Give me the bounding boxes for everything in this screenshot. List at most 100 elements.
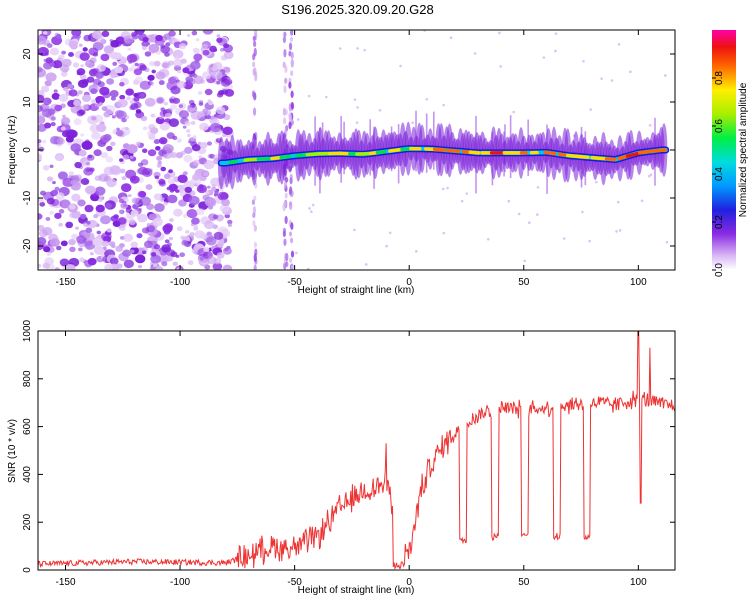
noise-speck — [118, 198, 125, 204]
noise-speck — [165, 42, 171, 47]
snr-y-tick-label: 800 — [22, 370, 33, 387]
noise-speck — [150, 254, 161, 264]
noise-speck — [163, 101, 169, 106]
noise-speck — [104, 202, 112, 209]
noise-speck — [131, 197, 140, 204]
noise-speck — [306, 267, 310, 270]
noise-speck — [216, 34, 221, 38]
noise-speck — [85, 227, 93, 233]
noise-speck — [96, 123, 107, 133]
noise-speck — [46, 252, 52, 256]
noise-speck — [98, 173, 109, 182]
noise-speck — [123, 203, 127, 207]
noise-speck — [43, 61, 53, 70]
noise-speck — [44, 122, 52, 129]
noise-speck — [648, 174, 651, 178]
signal-track — [217, 110, 670, 194]
noise-speck — [130, 103, 139, 110]
noise-speck — [296, 118, 300, 121]
noise-speck — [67, 83, 74, 89]
noise-speck — [512, 110, 515, 114]
noise-speck — [284, 77, 288, 84]
track-peak — [375, 149, 387, 155]
noise-speck — [290, 58, 294, 68]
noise-speck — [222, 133, 227, 138]
noise-speck — [112, 61, 118, 66]
noise-speck — [160, 45, 171, 54]
noise-speck — [38, 197, 45, 203]
noise-speck — [310, 210, 313, 213]
noise-speck — [76, 71, 82, 76]
snr-x-tick-label: -150 — [55, 577, 75, 588]
noise-speck — [283, 85, 287, 94]
noise-speck — [207, 141, 213, 146]
noise-speck — [178, 43, 187, 50]
colorbar-tick-label: 0.4 — [714, 167, 725, 181]
snr-x-tick-label: 100 — [630, 577, 647, 588]
noise-speck — [617, 43, 621, 46]
noise-speck — [139, 196, 151, 206]
noise-speck — [168, 118, 180, 127]
noise-speck — [122, 43, 127, 47]
noise-speck — [126, 53, 138, 63]
noise-speck — [49, 47, 60, 56]
noise-speck — [94, 103, 99, 107]
track-peak — [590, 155, 607, 161]
noise-speck — [110, 39, 120, 48]
noise-speck — [219, 192, 229, 200]
spectrogram-x-tick-label: 50 — [518, 277, 530, 288]
noise-speck — [442, 103, 445, 107]
noise-speck — [169, 98, 174, 103]
noise-speck — [158, 115, 164, 120]
noise-speck — [211, 186, 217, 192]
noise-speckle — [38, 30, 669, 270]
track-peak — [543, 150, 557, 156]
noise-speck — [356, 106, 359, 109]
spectrogram-y-label: Frequency (Hz) — [7, 116, 18, 185]
noise-speck — [151, 69, 156, 74]
noise-speck — [50, 116, 56, 121]
noise-speck — [663, 74, 667, 77]
noise-speck — [200, 142, 208, 149]
noise-speck — [554, 32, 558, 35]
noise-speck — [100, 134, 110, 144]
noise-speck — [126, 96, 131, 101]
snr-x-tick-label: -100 — [170, 577, 190, 588]
snr-y-tick-label: 600 — [22, 418, 33, 435]
colorbar-tick-label: 0.0 — [714, 263, 725, 277]
noise-speck — [101, 106, 108, 112]
noise-speck — [295, 251, 298, 255]
noise-speck — [156, 97, 164, 104]
noise-speck — [46, 197, 55, 205]
noise-speck — [148, 213, 157, 220]
spectrogram-x-tick-label: -100 — [170, 277, 190, 288]
noise-speck — [192, 135, 197, 139]
noise-speck — [199, 122, 209, 131]
noise-speck — [141, 227, 150, 234]
noise-speck — [157, 160, 162, 165]
noise-speck — [198, 102, 204, 106]
noise-speck — [38, 155, 43, 161]
noise-speck — [253, 195, 257, 201]
spectrogram-y-tick-label: -10 — [22, 190, 33, 205]
noise-speck — [45, 216, 51, 221]
noise-speck — [150, 113, 156, 118]
noise-speck — [288, 231, 293, 237]
noise-speck — [212, 48, 218, 52]
snr-y-tick-label: 1000 — [22, 319, 33, 342]
noise-speck — [356, 47, 359, 50]
spectrogram-x-tick-label: 100 — [630, 277, 647, 288]
noise-speck — [219, 188, 224, 192]
noise-speck — [55, 192, 65, 200]
noise-speck — [139, 93, 145, 98]
noise-speck — [288, 257, 293, 263]
noise-speck — [282, 230, 286, 237]
noise-speck — [49, 164, 54, 168]
noise-speck — [146, 42, 151, 46]
noise-speck — [499, 65, 502, 68]
noise-speck — [110, 215, 119, 222]
noise-speck — [38, 237, 47, 246]
noise-speck — [582, 59, 585, 63]
noise-speck — [190, 60, 201, 70]
noise-speck — [57, 171, 68, 180]
